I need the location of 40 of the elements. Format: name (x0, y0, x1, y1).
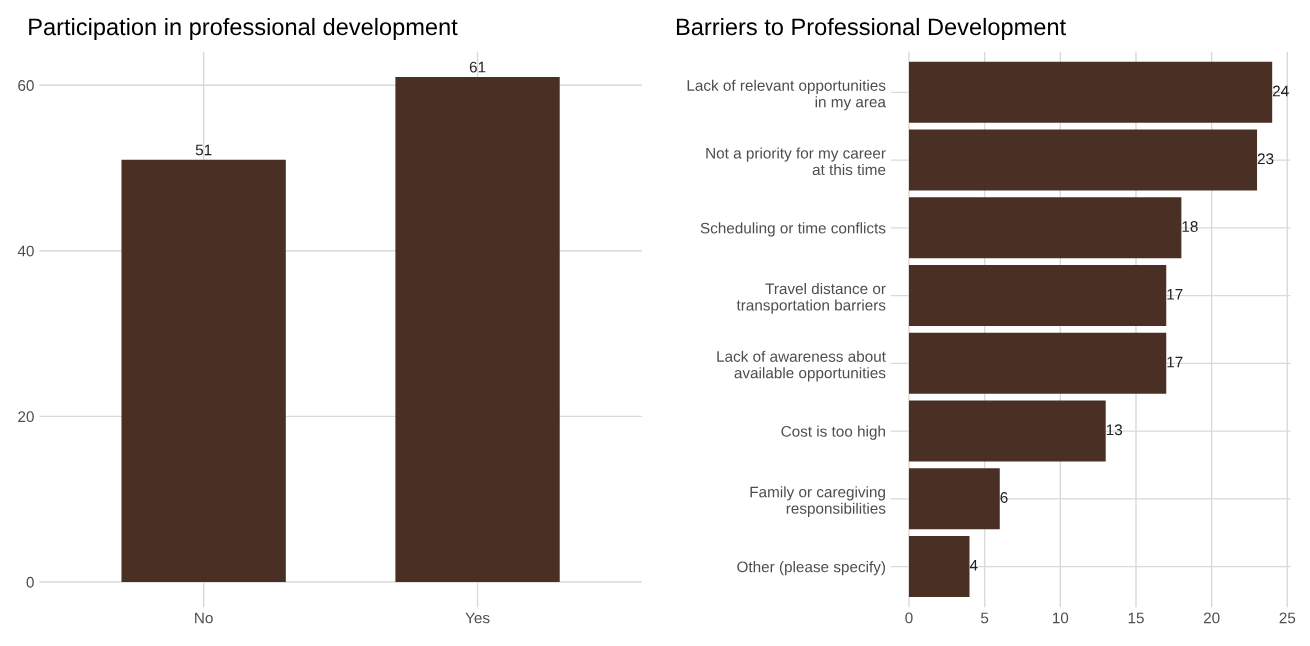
data-label: 61 (469, 61, 486, 73)
data-label: 17 (1167, 289, 1183, 300)
data-label: 18 (1182, 221, 1198, 232)
x-tick-label: 0 (905, 612, 913, 624)
x-tick-label: 5 (981, 612, 989, 624)
data-label: 6 (1000, 492, 1008, 503)
x-tick-label: 15 (1128, 612, 1144, 624)
bar (908, 265, 1167, 327)
data-label: 51 (195, 144, 212, 156)
bar (908, 536, 970, 598)
x-tick-label: 25 (1279, 612, 1296, 624)
x-tick-label: 10 (1052, 612, 1069, 624)
y-tick-label: Travel distance or transportation barriers (736, 282, 886, 314)
chart-title: Barriers to Professional Development (676, 17, 1066, 40)
data-label: 23 (1257, 153, 1274, 165)
data-label: 17 (1167, 356, 1183, 368)
x-tick-label: No (195, 612, 213, 624)
bar (908, 332, 1167, 394)
y-tick-label: 20 (18, 411, 34, 423)
bar (908, 129, 1258, 191)
y-tick-label: Family or caregiving responsibilities (750, 486, 886, 517)
x-tick-label: 20 (1203, 612, 1220, 624)
data-label: 4 (969, 560, 978, 571)
y-tick-label: 40 (17, 245, 34, 257)
y-tick-label: Cost is too high (781, 425, 885, 440)
bar (908, 197, 1182, 259)
chart-title: Participation in professional development (29, 17, 458, 40)
data-label: 24 (1272, 85, 1289, 97)
bar (908, 61, 1273, 123)
y-tick-label: Scheduling or time conflicts (700, 222, 886, 237)
y-tick-label: Lack of awareness about available opportunities (717, 350, 886, 382)
bar (908, 400, 1106, 462)
bar (908, 468, 1000, 530)
x-tick-label: Yes (465, 612, 490, 624)
y-tick-label: 0 (26, 576, 34, 588)
y-tick-label: Other (please specify) (737, 561, 885, 576)
y-tick-label: 60 (18, 80, 34, 91)
data-label: 13 (1106, 424, 1123, 436)
y-tick-label: Not a priority for my career at this time (706, 147, 886, 176)
y-tick-label: Lack of relevant opportunities in my area (687, 79, 886, 111)
